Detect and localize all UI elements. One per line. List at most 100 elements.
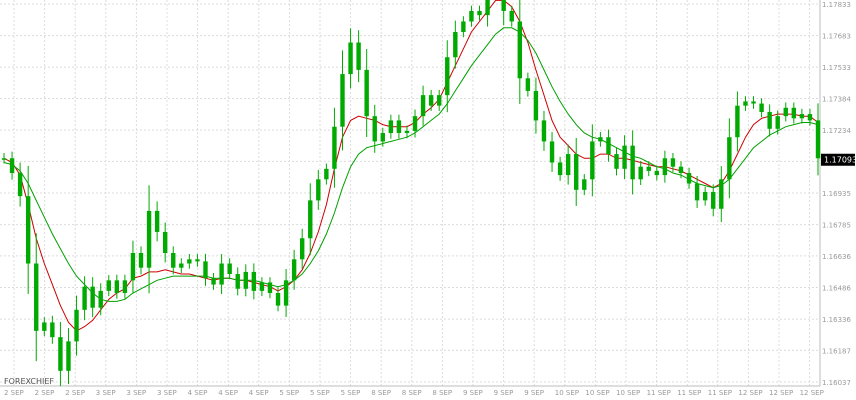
candle-body: [469, 10, 474, 22]
candle-body: [670, 158, 676, 167]
candle-body: [735, 105, 740, 138]
x-tick-label: 11 SEP: [708, 389, 732, 397]
candle-body: [299, 238, 305, 260]
candle-body: [74, 309, 79, 342]
candle-body: [477, 10, 482, 16]
candle-body: [316, 179, 321, 201]
candle-body: [654, 170, 660, 176]
x-tick-label: 2 SEP: [65, 389, 85, 397]
candle-body: [146, 210, 152, 268]
candle-body: [694, 183, 700, 201]
candle-body: [767, 111, 772, 129]
candle-body: [686, 173, 692, 184]
x-tick-label: 3 SEP: [96, 389, 116, 397]
x-tick-label: 9 SEP: [463, 389, 483, 397]
candle-body: [9, 158, 15, 174]
candle-body: [437, 95, 442, 106]
candle-body: [702, 191, 708, 201]
candle-body: [154, 210, 160, 232]
candle-body: [412, 116, 418, 131]
candle-body: [501, 0, 506, 11]
x-axis: 2 SEP 2 SEP 2 SEP 3 SEP 3 SEP 3 SEP 4 SEP 4 SEP…: [4, 389, 824, 397]
candle-body: [420, 95, 426, 117]
candle-body: [807, 114, 813, 121]
y-tick-label: 1.16785: [822, 222, 851, 230]
chart-grid: [0, 0, 821, 387]
candle-body: [533, 90, 539, 121]
y-tick-label: 1.17683: [822, 33, 851, 41]
candle-body: [372, 116, 377, 142]
candle-body: [162, 231, 168, 253]
x-tick-label: 10 SEP: [616, 389, 640, 397]
x-tick-label: 4 SEP: [249, 389, 269, 397]
candle-body: [332, 126, 337, 169]
candle-body: [678, 166, 684, 174]
candle-body: [428, 95, 434, 106]
current-price-text: 1.17093: [824, 156, 856, 165]
candle-body: [388, 120, 394, 134]
x-tick-label: 8 SEP: [432, 389, 452, 397]
candle-body: [719, 179, 724, 209]
candle-body: [549, 141, 555, 163]
candle-body: [711, 191, 716, 209]
candle-body: [509, 10, 514, 22]
x-tick-label: 2 SEP: [35, 389, 55, 397]
y-tick-label: 1.16037: [822, 379, 851, 387]
x-tick-label: 5 SEP: [341, 389, 361, 397]
candle-body: [453, 31, 458, 58]
candle-body: [380, 133, 385, 142]
x-tick-label: 3 SEP: [126, 389, 146, 397]
candle-body: [171, 252, 176, 268]
candle-body: [283, 280, 289, 306]
candle-body: [259, 282, 265, 291]
x-tick-label: 11 SEP: [647, 389, 671, 397]
candle-body: [98, 290, 103, 308]
x-tick-label: 10 SEP: [555, 389, 579, 397]
x-tick-label: 9 SEP: [524, 389, 544, 397]
x-tick-label: 9 SEP: [494, 389, 514, 397]
candle-body: [574, 154, 579, 190]
candle-body: [211, 278, 216, 285]
y-tick-label: 1.17833: [822, 1, 851, 9]
y-tick-label: 1.16187: [822, 347, 851, 355]
y-tick-label: 1.16636: [822, 253, 851, 261]
candle-body: [291, 259, 297, 281]
candle-body: [783, 107, 788, 117]
candle-body: [25, 196, 31, 264]
candle-body: [243, 271, 248, 289]
y-tick-label: 1.16336: [822, 316, 851, 324]
x-tick-label: 8 SEP: [402, 389, 422, 397]
brand-label: FOREXCHIEF: [4, 377, 54, 386]
x-tick-label: 4 SEP: [188, 389, 208, 397]
current-price-tag: 1.17093: [821, 153, 856, 166]
x-tick-label: 5 SEP: [310, 389, 330, 397]
candle-body: [348, 42, 353, 75]
candle-body: [525, 78, 531, 91]
candle-body: [775, 116, 780, 129]
x-tick-label: 12 SEP: [800, 389, 824, 397]
y-tick-label: 1.17384: [822, 96, 851, 104]
y-tick-label: 1.17533: [822, 64, 851, 72]
candle-body: [743, 101, 748, 106]
candle-body: [517, 21, 523, 79]
candle-body: [42, 322, 47, 331]
candle-body: [557, 162, 563, 176]
candle-body: [404, 130, 410, 134]
slow-moving-average-line: [3, 27, 819, 302]
candle-body: [364, 69, 369, 117]
candle-body: [646, 166, 651, 171]
candle-body: [622, 145, 627, 169]
y-tick-label: 1.16486: [822, 285, 851, 293]
candle-body: [195, 259, 200, 262]
candle-body: [565, 154, 571, 176]
candle-body: [130, 252, 136, 281]
candle-body: [324, 168, 329, 180]
candle-body: [122, 280, 128, 293]
candle-body: [614, 154, 619, 169]
candle-body: [275, 292, 281, 306]
candle-body: [203, 261, 208, 279]
candle-body: [17, 173, 23, 197]
candle-body: [66, 341, 71, 371]
candle-body: [1, 158, 7, 160]
x-tick-label: 8 SEP: [371, 389, 391, 397]
